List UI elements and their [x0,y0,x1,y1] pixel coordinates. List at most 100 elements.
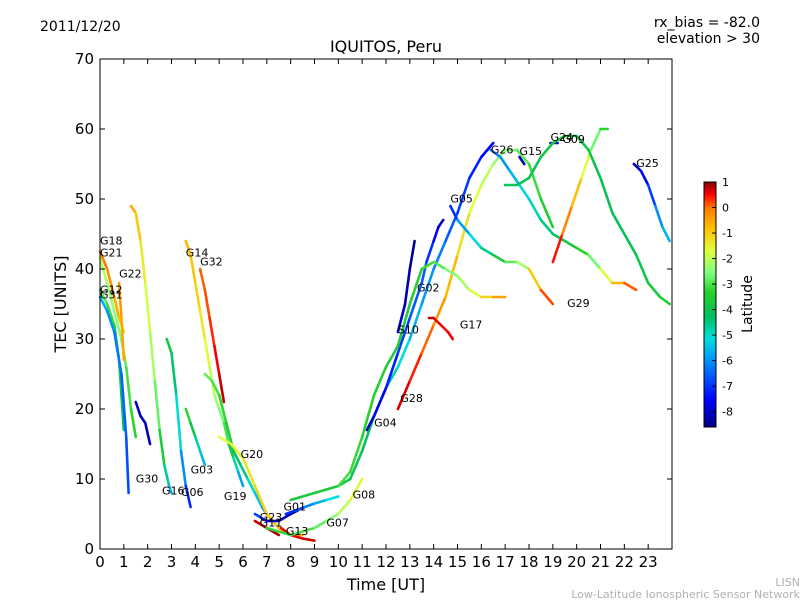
series-segment [303,502,316,509]
series-segment [623,232,638,257]
series-segment [301,537,316,542]
series-segment [658,295,671,306]
series-label-g25: G25 [636,157,659,170]
series-label-s10: S10 [398,323,419,336]
colorbar-tick-label: -1 [722,227,733,240]
series-segment [425,239,435,264]
series-s10 [396,239,416,334]
series-segment [499,155,512,173]
series-segment [253,484,269,516]
series-segment [129,204,138,215]
series-segment [661,225,671,243]
series-segment [432,316,443,327]
series-segment [539,218,555,236]
series-g26 [489,148,638,292]
series-label-g09: G09 [562,133,585,146]
y-axis-label: TEC [UNITS] [51,256,70,354]
series-segment [403,267,412,306]
x-tick-label: 12 [376,553,395,571]
series-segment [372,365,388,397]
series-segment [313,498,328,505]
series-segment [456,274,471,292]
series-segment [239,463,250,481]
series-segment [551,232,567,243]
series-segment [325,495,340,502]
series-g03 [184,407,207,467]
series-segment [420,323,435,355]
series-g29 [503,134,671,306]
series-segment [437,218,445,229]
series-segment [222,421,230,446]
series-segment [325,512,340,523]
x-tick-label: 15 [448,553,467,571]
series-segment [632,162,643,173]
y-tick-label: 70 [75,50,94,68]
series-label-g14: G14 [186,246,209,259]
date-label: 2011/12/20 [40,19,121,35]
series-g30 [134,400,152,446]
series-segment [105,281,116,313]
series-segment [313,484,340,495]
colorbar-tick-label: -7 [722,380,733,393]
series-segment [599,267,614,285]
series-segment [236,470,245,488]
y-tick-label: 40 [75,260,94,278]
series-segment [98,257,109,285]
series-segment [179,449,188,488]
series-segment [551,232,564,264]
series-segment [515,260,531,271]
colorbar-tick-label: 0 [722,202,729,215]
x-tick-label: 13 [400,553,419,571]
series-label-g20: G20 [241,448,264,461]
series-segment [646,281,662,299]
series-segment [184,484,192,509]
y-tick-label: 0 [84,540,94,558]
y-tick-label: 60 [75,120,94,138]
series-segment [444,267,459,278]
series-segment [113,309,123,341]
x-tick-label: 9 [310,553,320,571]
x-tick-label: 5 [214,553,224,571]
series-segment [289,526,316,537]
series-segment [563,239,578,250]
series-segment [277,512,292,523]
x-tick-label: 19 [543,553,562,571]
series-segment [124,365,133,411]
series-g07 [265,477,364,537]
series-segment [194,435,202,453]
colorbar-tick-label: -8 [722,406,733,419]
series-segment [98,250,109,271]
series-segment [646,183,657,208]
series-segment [117,281,123,320]
series-segment [468,155,483,180]
series-segment [396,316,412,355]
series-segment [446,330,455,341]
x-tick-label: 18 [519,553,538,571]
series-label-g31: G31 [100,288,123,301]
series-segment [396,379,412,411]
series-segment [203,372,214,383]
series-label-g01: G01 [284,501,307,514]
series-label-g13: G13 [286,525,309,538]
series-segment [337,470,352,488]
series-segment [639,169,650,187]
series-label-g04: G04 [374,417,397,430]
series-segment [163,463,171,488]
series-label-g18: G18 [100,235,123,248]
series-segment [153,379,161,432]
series-segment [217,435,233,446]
series-segment [420,260,435,271]
x-tick-label: 17 [496,553,515,571]
series-segment [384,351,400,390]
x-tick-label: 8 [286,553,296,571]
series-segment [194,281,202,313]
x-tick-label: 23 [639,553,658,571]
x-tick-label: 0 [95,553,105,571]
series-segment [213,344,221,376]
series-label-g30: G30 [136,473,159,486]
series-segment [456,176,471,215]
series-segment [241,456,257,488]
series-label-g19: G19 [224,490,247,503]
series-segment [165,337,173,355]
